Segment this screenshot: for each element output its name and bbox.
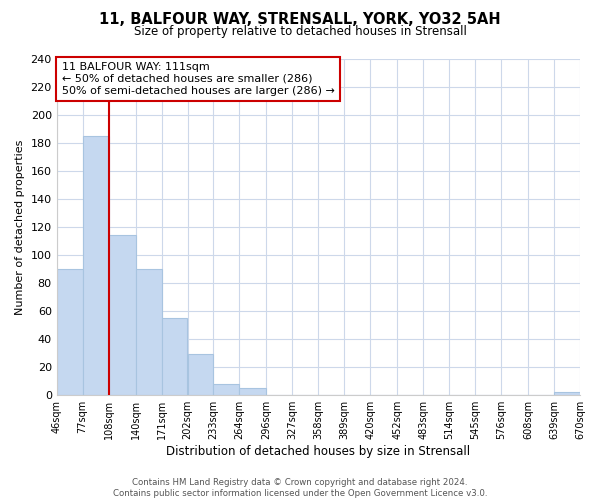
Bar	[83, 136, 109, 394]
Bar	[554, 392, 580, 394]
Text: Size of property relative to detached houses in Strensall: Size of property relative to detached ho…	[134, 25, 466, 38]
Text: 11, BALFOUR WAY, STRENSALL, YORK, YO32 5AH: 11, BALFOUR WAY, STRENSALL, YORK, YO32 5…	[99, 12, 501, 28]
X-axis label: Distribution of detached houses by size in Strensall: Distribution of detached houses by size …	[166, 444, 470, 458]
Bar	[187, 354, 214, 395]
Text: 11 BALFOUR WAY: 111sqm
← 50% of detached houses are smaller (286)
50% of semi-de: 11 BALFOUR WAY: 111sqm ← 50% of detached…	[62, 62, 335, 96]
Bar	[239, 388, 266, 394]
Bar	[161, 318, 187, 394]
Bar	[214, 384, 239, 394]
Bar	[56, 269, 83, 394]
Bar	[136, 269, 161, 394]
Y-axis label: Number of detached properties: Number of detached properties	[15, 139, 25, 314]
Bar	[109, 235, 136, 394]
Text: Contains HM Land Registry data © Crown copyright and database right 2024.
Contai: Contains HM Land Registry data © Crown c…	[113, 478, 487, 498]
